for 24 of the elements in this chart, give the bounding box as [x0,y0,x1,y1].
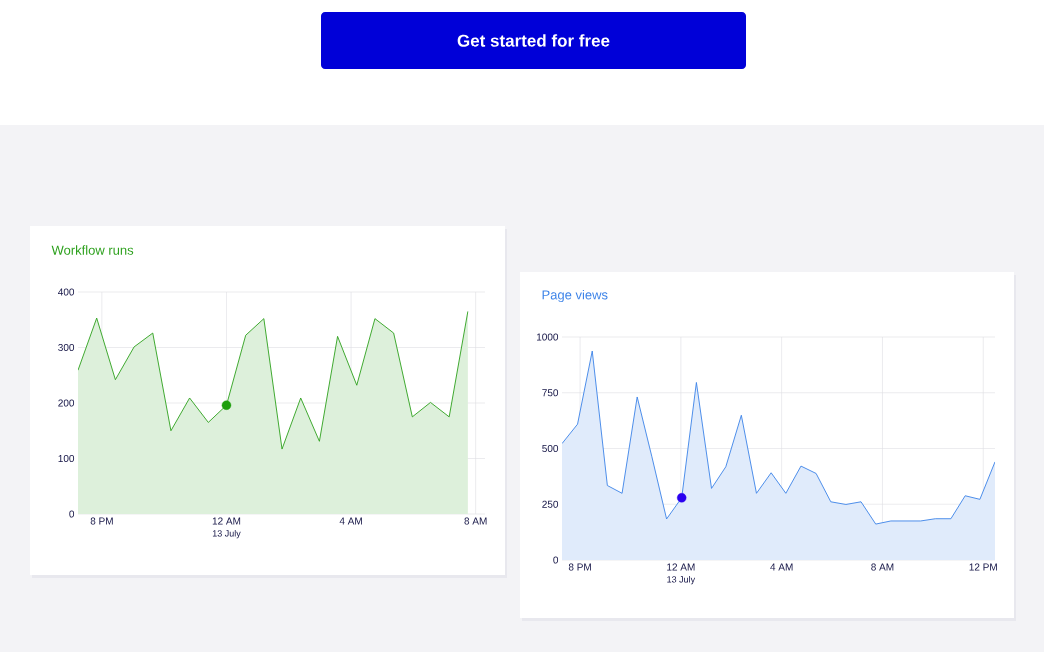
y-tick-label: 250 [542,500,559,508]
chart-title: Page views [542,289,608,303]
y-tick-label: 300 [58,343,75,352]
x-tick-label: 8 AM [464,517,487,525]
x-tick-label: 12 AM [212,517,241,525]
chart-title: Workflow runs [51,245,134,255]
x-tick-label: 4 AM [770,563,793,571]
x-tick-label: 8 PM [90,517,113,525]
y-tick-label: 1000 [537,333,559,341]
x-tick-label: 12 AM [667,563,695,571]
x-tick-label: 4 AM [339,517,362,525]
text: 13 July [212,529,241,539]
y-tick-label: 750 [542,389,559,397]
y-tick-label: 0 [69,510,75,518]
text: 13 July [667,575,696,585]
y-tick-label: 200 [58,399,75,407]
text: Get started for free [457,34,610,47]
y-tick-label: 0 [553,556,559,564]
y-tick-label: 100 [58,454,75,463]
x-tick-label: 8 AM [871,563,894,571]
x-tick-label: 8 PM [568,563,591,571]
y-tick-label: 400 [58,288,75,296]
y-tick-label: 500 [542,444,559,453]
x-tick-label: 12 PM [969,563,997,571]
